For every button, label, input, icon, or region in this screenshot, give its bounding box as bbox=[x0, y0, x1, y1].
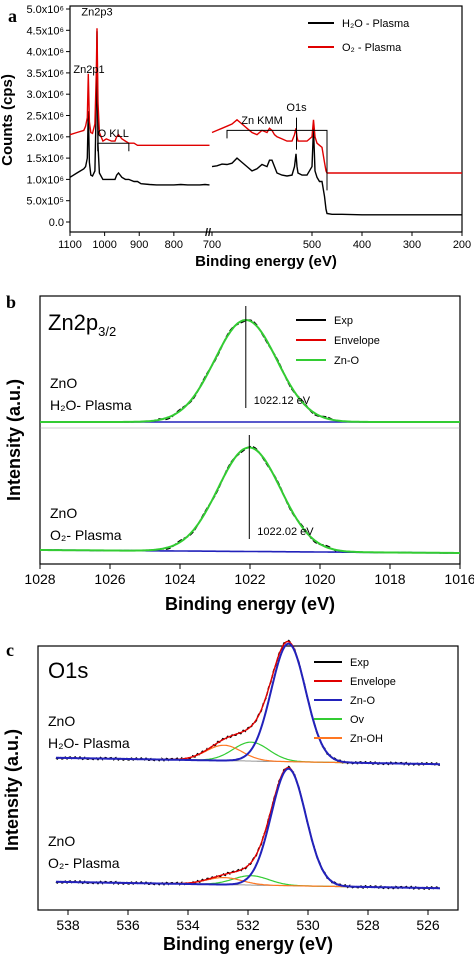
y-tick-label: 2.5x10⁶ bbox=[26, 111, 64, 123]
peak-position-label: 1022.02 eV bbox=[257, 526, 314, 538]
x-tick-label: 400 bbox=[353, 239, 371, 251]
panel-label-c: c bbox=[6, 640, 14, 660]
legend-label: Envelope bbox=[334, 335, 380, 347]
x-tick-label: 526 bbox=[416, 917, 440, 933]
zno-component-curve bbox=[56, 642, 440, 766]
x-tick-label: 200 bbox=[453, 239, 471, 251]
legend-label: Ov bbox=[350, 714, 365, 726]
peak-annotation: Zn KMM bbox=[241, 115, 283, 127]
legend-label: Zn-OH bbox=[350, 733, 383, 745]
panel-label-a: a bbox=[8, 6, 17, 26]
panel-c-title: O1s bbox=[48, 658, 88, 683]
y-tick-label: 4.5x10⁶ bbox=[26, 25, 64, 37]
panel-c-ylabel: Intensity (a.u.) bbox=[2, 729, 22, 851]
peak-annotation: O KLL bbox=[98, 128, 129, 140]
legend-label-o2: O₂ - Plasma bbox=[342, 42, 402, 54]
panel-b-ylabel: Intensity (a.u.) bbox=[4, 379, 24, 501]
panel-b-legend: Exp Envelope Zn-O bbox=[296, 315, 380, 367]
legend-label: Exp bbox=[334, 315, 353, 327]
y-tick-label: 0.0 bbox=[49, 217, 64, 229]
panel-c-xlabel: Binding energy (eV) bbox=[163, 934, 333, 954]
panel-a-legend: H₂O - Plasma O₂ - Plasma bbox=[308, 18, 410, 54]
legend-label: Exp bbox=[350, 657, 369, 669]
sample-label-line1: ZnO bbox=[50, 505, 77, 521]
panel-c-o1s: 538 536 534 532 530 528 526 ZnO H₂O- Plasma ZnO O… bbox=[2, 639, 459, 954]
x-tick-label: 1018 bbox=[374, 571, 405, 587]
x-tick-label: 536 bbox=[116, 917, 140, 933]
sample-label-line2: H₂O- Plasma bbox=[50, 397, 132, 413]
okll-bracket bbox=[97, 142, 130, 152]
axis-break-mark: // bbox=[205, 227, 211, 239]
x-tick-label: 700 bbox=[203, 239, 221, 251]
sample-label-line1: ZnO bbox=[48, 833, 75, 849]
x-tick-label: 500 bbox=[303, 239, 321, 251]
panel-b-title-main: Zn2p bbox=[48, 310, 98, 335]
x-tick-label: 530 bbox=[296, 917, 320, 933]
x-tick-label: 1020 bbox=[304, 571, 335, 587]
panel-b-title: Zn2p3/2 bbox=[48, 310, 116, 339]
y-tick-label: 5.0x10⁶ bbox=[26, 4, 64, 16]
series-line-o2-right bbox=[211, 118, 462, 174]
panel-a-xlabel: Binding energy (eV) bbox=[195, 253, 337, 270]
zno-component-curve bbox=[56, 767, 440, 890]
panel-a-frame bbox=[69, 5, 463, 233]
znkmm-bracket bbox=[226, 129, 328, 191]
legend-label-h2o: H₂O - Plasma bbox=[342, 18, 410, 30]
x-tick-label: 532 bbox=[236, 917, 260, 933]
panel-c-legend: Exp Envelope Zn-O Ov Zn-OH bbox=[314, 657, 396, 745]
y-tick-label: 2.0x10⁶ bbox=[26, 132, 64, 144]
x-tick-label: 528 bbox=[356, 917, 380, 933]
y-tick-label: 3.0x10⁶ bbox=[26, 89, 64, 101]
y-tick-label: 5.0x10⁵ bbox=[26, 196, 64, 208]
legend-label: Envelope bbox=[350, 676, 396, 688]
panel-a-survey: 1100 1000 900 800 700 500 400 300 200 // 0.0 5.0x1… bbox=[0, 4, 471, 270]
zno-component-curve bbox=[40, 318, 460, 423]
panel-a-ylabel: Counts (cps) bbox=[0, 74, 16, 166]
sample-label-line1: ZnO bbox=[48, 713, 75, 729]
y-tick-label: 1.0x10⁶ bbox=[26, 174, 64, 186]
y-tick-label: 1.5x10⁶ bbox=[26, 153, 64, 165]
series-line-h2o-left bbox=[69, 31, 210, 186]
x-tick-label: 534 bbox=[176, 917, 200, 933]
y-tick-label: 3.5x10⁶ bbox=[26, 68, 64, 80]
x-tick-label: 1028 bbox=[24, 571, 55, 587]
x-tick-label: 1000 bbox=[92, 239, 116, 251]
x-tick-label: 1024 bbox=[164, 571, 195, 587]
sample-label-line1: ZnO bbox=[50, 375, 77, 391]
x-tick-label: 538 bbox=[56, 917, 80, 933]
zno-component-curve bbox=[40, 446, 460, 554]
x-tick-label: 1100 bbox=[58, 239, 82, 251]
peak-position-label: 1022.12 eV bbox=[254, 395, 311, 407]
panel-b-zn2p: 1028 1026 1024 1022 1020 1018 1016 1022.12 eV Z… bbox=[4, 295, 474, 614]
legend-label: Zn-O bbox=[334, 355, 360, 367]
peak-annotation: O1s bbox=[286, 102, 307, 114]
legend-label: Zn-O bbox=[350, 695, 376, 707]
panel-b-title-sub: 3/2 bbox=[98, 324, 116, 339]
x-tick-label: 1022 bbox=[234, 571, 265, 587]
x-tick-label: 300 bbox=[403, 239, 421, 251]
x-tick-label: 800 bbox=[165, 239, 183, 251]
sample-label-line2: H₂O- Plasma bbox=[48, 735, 130, 751]
panel-b-xlabel: Binding energy (eV) bbox=[165, 594, 335, 614]
series-line-h2o-right bbox=[211, 128, 462, 216]
peak-annotation: Zn2p3 bbox=[81, 6, 112, 18]
sample-label-line2: O₂- Plasma bbox=[50, 527, 122, 543]
x-tick-label: 1016 bbox=[444, 571, 474, 587]
series-line-o2-left bbox=[69, 28, 210, 147]
peak-annotation: Zn2p1 bbox=[73, 64, 104, 76]
x-tick-label: 900 bbox=[130, 239, 148, 251]
panel-label-b: b bbox=[6, 292, 16, 312]
x-tick-label: 1026 bbox=[94, 571, 125, 587]
sample-label-line2: O₂- Plasma bbox=[48, 855, 120, 871]
y-tick-label: 4.0x10⁶ bbox=[26, 47, 64, 59]
